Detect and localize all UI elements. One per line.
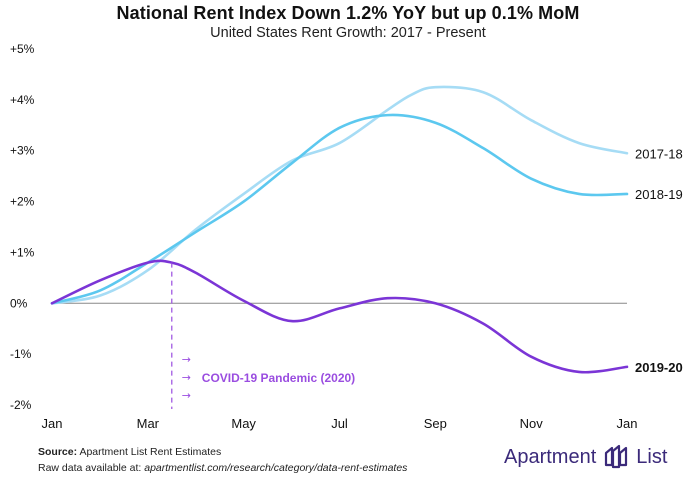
x-tick-label: Jan	[617, 416, 638, 431]
source-text: Apartment List Rent Estimates	[79, 446, 222, 458]
series-label: 2017-18	[635, 146, 683, 161]
y-tick-label: +1%	[10, 245, 35, 259]
raw-data-prefix: Raw data available at:	[38, 462, 145, 474]
series-line-2019-20	[50, 259, 629, 374]
logo-mark-icon	[605, 444, 628, 469]
annotation-arrow-icon: →	[182, 371, 191, 384]
annotation-arrow-icon: →	[182, 353, 191, 366]
y-tick-label: -2%	[10, 398, 32, 412]
x-tick-label: Nov	[520, 416, 544, 431]
y-tick-label: +4%	[10, 93, 35, 107]
x-tick-label: Mar	[137, 416, 160, 431]
y-tick-label: +5%	[10, 42, 35, 56]
logo-word-left: Apartment	[504, 445, 597, 468]
line-chart: +5% +4% +3% +2% +1% 0% -1% -2% Jan Mar May Jul Sep No…	[10, 42, 683, 431]
y-tick-label: 0%	[10, 296, 28, 310]
x-tick-label: Sep	[424, 416, 447, 431]
covid-annotation-label: COVID-19 Pandemic (2020)	[202, 371, 355, 385]
chart-subtitle: United States Rent Growth: 2017 - Presen…	[210, 25, 486, 41]
x-tick-label: Jul	[331, 416, 348, 431]
raw-data-note: Raw data available at: apartmentlist.com…	[38, 462, 407, 474]
y-tick-label: +3%	[10, 144, 35, 158]
chart-title: National Rent Index Down 1.2% YoY but up…	[116, 3, 580, 23]
annotation-arrow-icon: →	[182, 389, 191, 402]
series-label: 2018-19	[635, 187, 683, 202]
x-tick-label: May	[231, 416, 256, 431]
apartment-list-logo: Apartment List	[504, 442, 667, 472]
raw-data-link[interactable]: apartmentlist.com/research/category/data…	[144, 462, 408, 474]
source-note: Source: Apartment List Rent Estimates	[38, 446, 221, 458]
series-label: 2019-20	[635, 360, 683, 375]
logo-word-right: List	[636, 445, 668, 468]
series-line-2017-18	[50, 85, 629, 305]
source-label: Source:	[38, 446, 78, 458]
y-tick-label: -1%	[10, 347, 32, 361]
y-tick-label: +2%	[10, 195, 35, 209]
x-tick-label: Jan	[42, 416, 63, 431]
